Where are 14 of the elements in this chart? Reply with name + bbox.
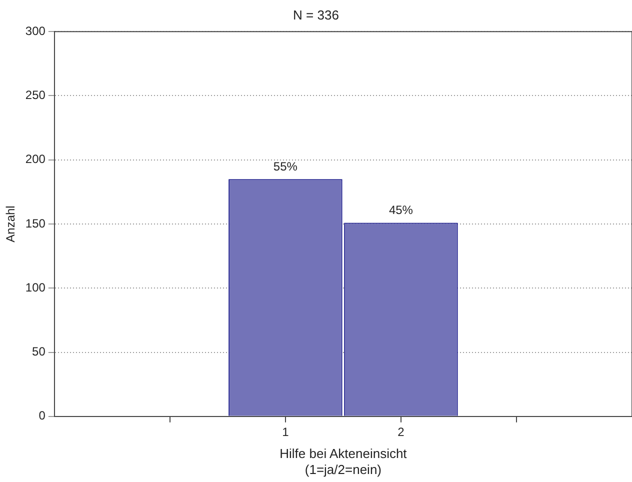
y-axis-title: Anzahl (4, 206, 18, 242)
x-tick-label: 1 (282, 424, 290, 439)
y-tick-label: 300 (25, 24, 46, 38)
y-tick-label: 100 (25, 280, 46, 294)
y-tick-label: 200 (25, 152, 46, 166)
chart-title: N = 336 (293, 7, 339, 22)
y-tick-label: 0 (38, 408, 46, 423)
annotation: 45% (388, 203, 414, 218)
y-tick-label: 250 (25, 88, 46, 102)
x-tick-label: 2 (398, 424, 405, 439)
y-tick-label: 150 (25, 216, 46, 230)
y-tick-label: 50 (32, 344, 46, 359)
annotation: 55% (273, 159, 298, 174)
x-axis-title: Hilfe bei Akteneinsicht (1=ja/2=nein) (280, 446, 408, 477)
